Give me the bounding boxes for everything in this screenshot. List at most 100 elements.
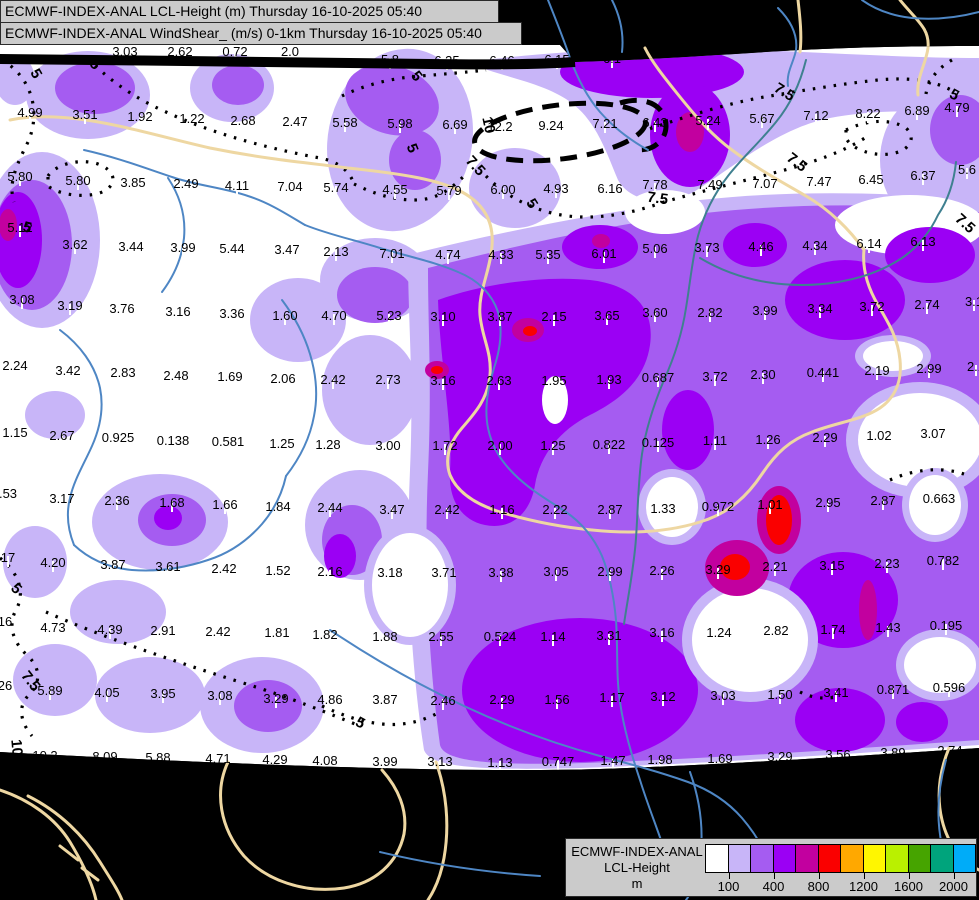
station-tick	[831, 564, 833, 575]
station-tick	[335, 250, 337, 261]
station-value: 3.13	[427, 754, 452, 769]
station-value: 4.20	[40, 555, 65, 570]
station-value: 3.29	[263, 691, 288, 706]
station-tick	[332, 378, 334, 389]
station-tick	[827, 501, 829, 512]
station-tick	[948, 686, 950, 697]
station-value: 1.98	[647, 752, 672, 767]
station-value: 3.19	[57, 298, 82, 313]
station-value: 6.89	[904, 103, 929, 118]
station-tick	[767, 438, 769, 449]
legend-swatch	[907, 844, 931, 873]
station-tick	[824, 436, 826, 447]
station-tick	[217, 757, 219, 768]
station-tick	[384, 635, 386, 646]
station-tick	[657, 441, 659, 452]
station-tick	[499, 315, 501, 326]
station-value: 2.21	[762, 559, 787, 574]
station-tick	[277, 569, 279, 580]
legend-unit: m	[631, 876, 643, 891]
station-tick	[4, 620, 6, 631]
station-value: 3.42	[55, 363, 80, 378]
legend-swatch	[727, 844, 751, 873]
station-value: 2.29	[489, 692, 514, 707]
legend-tick	[728, 873, 730, 879]
station-value: 2.0	[281, 44, 299, 59]
station-tick	[604, 122, 606, 133]
title-bar-lcl: ECMWF-INDEX-ANAL LCL-Height (m) Thursday…	[0, 0, 499, 23]
station-value: 4.11	[225, 178, 249, 193]
station-tick	[29, 111, 31, 122]
legend-title-line2: LCL-Height	[604, 860, 670, 875]
station-tick	[774, 565, 776, 576]
station-tick	[956, 106, 958, 117]
station-value: 5.06	[642, 241, 667, 256]
station-value: 4.34	[802, 238, 827, 253]
station-value: 4.99	[17, 105, 42, 120]
station-tick	[335, 186, 337, 197]
station-tick	[608, 378, 610, 389]
station-tick	[819, 307, 821, 318]
station-value: 2.83	[110, 365, 135, 380]
station-tick	[932, 432, 934, 443]
station-value: 3.34	[807, 301, 832, 316]
station-tick	[706, 246, 708, 257]
station-value: 3.99	[752, 303, 777, 318]
station-tick	[661, 631, 663, 642]
station-value: 2.16	[317, 564, 342, 579]
station-value: 2.00	[487, 438, 512, 453]
station-value: 3.31	[596, 628, 621, 643]
station-value: 5.80	[65, 173, 90, 188]
station-tick	[760, 245, 762, 256]
station-tick	[175, 374, 177, 385]
station-tick	[556, 698, 558, 709]
station-tick	[447, 253, 449, 264]
station-tick	[109, 628, 111, 639]
station-tick	[69, 304, 71, 315]
station-value: 2.73	[375, 372, 400, 387]
station-value: 2.42	[434, 502, 459, 517]
station-tick	[611, 696, 613, 707]
station-tick	[928, 367, 930, 378]
station-tick	[14, 364, 16, 375]
station-tick	[892, 688, 894, 699]
station-value: 7.21	[592, 116, 617, 131]
station-tick	[167, 565, 169, 576]
legend-title: ECMWF-INDEX-ANAL LCL-Height m	[568, 844, 706, 892]
station-tick	[552, 444, 554, 455]
station-tick	[717, 568, 719, 579]
station-tick	[275, 697, 277, 708]
station-tick	[718, 631, 720, 642]
station-tick	[769, 503, 771, 514]
station-tick	[277, 505, 279, 516]
station-tick	[7, 556, 9, 567]
station-tick	[973, 300, 975, 311]
station-tick	[916, 109, 918, 120]
station-value: 4.29	[262, 752, 287, 767]
station-tick	[662, 507, 664, 518]
station-value: 1.13	[487, 755, 512, 770]
station-value: 2.68	[230, 113, 255, 128]
station-value: 1.16	[489, 502, 514, 517]
station-tick	[132, 181, 134, 192]
station-value: 1.69	[707, 751, 732, 766]
station-value: 1.66	[212, 497, 237, 512]
station-tick	[19, 226, 21, 237]
station-tick	[500, 253, 502, 264]
station-value: 3.95	[150, 686, 175, 701]
station-value: 17	[1, 550, 15, 565]
legend-swatch	[930, 844, 954, 873]
station-value: 3.15	[819, 558, 844, 573]
station-tick	[139, 115, 141, 126]
station-value: 5.74	[323, 180, 348, 195]
station-tick	[926, 303, 928, 314]
legend-swatch	[840, 844, 864, 873]
station-tick	[185, 182, 187, 193]
legend-tick-label: 100	[717, 879, 740, 894]
legend-scale: 100 400 800 1200 1600 2000	[706, 873, 976, 895]
contour-label: 10	[7, 739, 25, 757]
station-tick	[439, 760, 441, 771]
legend-colorbar	[705, 844, 976, 873]
station-value: 3.08	[207, 688, 232, 703]
station-tick	[775, 629, 777, 640]
